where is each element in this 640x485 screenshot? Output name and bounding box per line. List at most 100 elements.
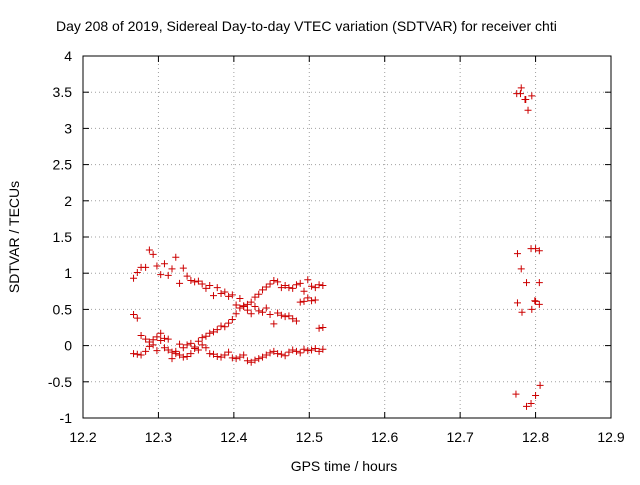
data-point (176, 351, 184, 359)
data-point (232, 310, 240, 318)
data-point (157, 329, 165, 337)
data-point (281, 352, 289, 360)
x-tick-label: 12.6 (371, 429, 398, 445)
data-point (259, 286, 267, 294)
data-point (217, 322, 225, 330)
data-point (137, 351, 145, 359)
data-point (311, 296, 319, 304)
data-point (266, 280, 274, 288)
data-point (142, 347, 150, 355)
data-point (259, 353, 267, 361)
data-point (262, 351, 270, 359)
data-point (513, 250, 521, 258)
data-point (187, 276, 195, 284)
data-point (262, 304, 270, 312)
data-point (176, 340, 184, 348)
y-tick-label: 1.5 (53, 229, 73, 245)
data-point (225, 319, 233, 327)
data-point (281, 282, 289, 290)
data-point (315, 281, 323, 289)
x-tick-label: 12.7 (447, 429, 474, 445)
data-point (512, 390, 520, 398)
data-point (296, 298, 304, 306)
data-point (292, 281, 300, 289)
data-point (133, 314, 141, 322)
data-point (130, 274, 138, 282)
data-point (308, 282, 316, 290)
data-point (240, 302, 248, 310)
y-tick-label: 1 (64, 265, 72, 281)
data-point (315, 347, 323, 355)
data-point (202, 284, 210, 292)
data-point (236, 353, 244, 361)
data-point (153, 333, 161, 341)
data-point (311, 344, 319, 352)
data-point (176, 279, 184, 287)
data-point (164, 346, 172, 354)
x-axis-label: GPS time / hours (291, 458, 398, 474)
data-point (255, 290, 263, 298)
data-point (243, 306, 251, 314)
data-point (517, 84, 525, 92)
data-point (198, 334, 206, 342)
data-point (292, 347, 300, 355)
data-point (308, 346, 316, 354)
data-point (225, 348, 233, 356)
data-point (172, 253, 180, 261)
data-point (183, 352, 191, 360)
data-point (523, 402, 531, 410)
data-point (304, 294, 312, 302)
x-tick-label: 12.8 (522, 429, 549, 445)
x-tick-label: 12.4 (220, 429, 247, 445)
data-point (296, 349, 304, 357)
data-point (187, 339, 195, 347)
data-point (296, 279, 304, 287)
data-point (251, 356, 259, 364)
data-point (232, 355, 240, 363)
data-point (243, 357, 251, 365)
data-point (532, 392, 540, 400)
x-tick-label: 12.3 (145, 429, 172, 445)
data-point (133, 268, 141, 276)
data-point (285, 312, 293, 320)
data-point (198, 341, 206, 349)
data-point (518, 308, 526, 316)
data-point (183, 272, 191, 280)
data-point (247, 310, 255, 318)
data-point (198, 280, 206, 288)
data-point (160, 260, 168, 268)
data-point (209, 292, 217, 300)
data-point (315, 324, 323, 332)
data-point (300, 345, 308, 353)
data-point (145, 246, 153, 254)
data-point (277, 311, 285, 319)
data-point (247, 298, 255, 306)
data-point (523, 279, 531, 287)
chart-title: Day 208 of 2019, Sidereal Day-to-day VTE… (56, 18, 557, 34)
data-point (157, 271, 165, 279)
data-point (179, 264, 187, 272)
data-point (527, 245, 535, 253)
data-point (183, 341, 191, 349)
y-tick-label: -0.5 (48, 374, 72, 390)
data-point (304, 347, 312, 355)
data-point (270, 320, 278, 328)
y-tick-label: 3.5 (53, 84, 73, 100)
data-point (191, 344, 199, 352)
data-point (221, 288, 229, 296)
data-point (524, 106, 532, 114)
data-points (130, 84, 544, 410)
series-upper-track (130, 246, 327, 311)
data-point (217, 353, 225, 361)
data-point (259, 308, 267, 316)
data-point (251, 303, 259, 311)
data-point (179, 353, 187, 361)
data-point (206, 282, 214, 290)
data-point (168, 355, 176, 363)
data-point (202, 344, 210, 352)
data-point (213, 352, 221, 360)
data-point (274, 309, 282, 317)
data-point (179, 344, 187, 352)
data-point (145, 342, 153, 350)
